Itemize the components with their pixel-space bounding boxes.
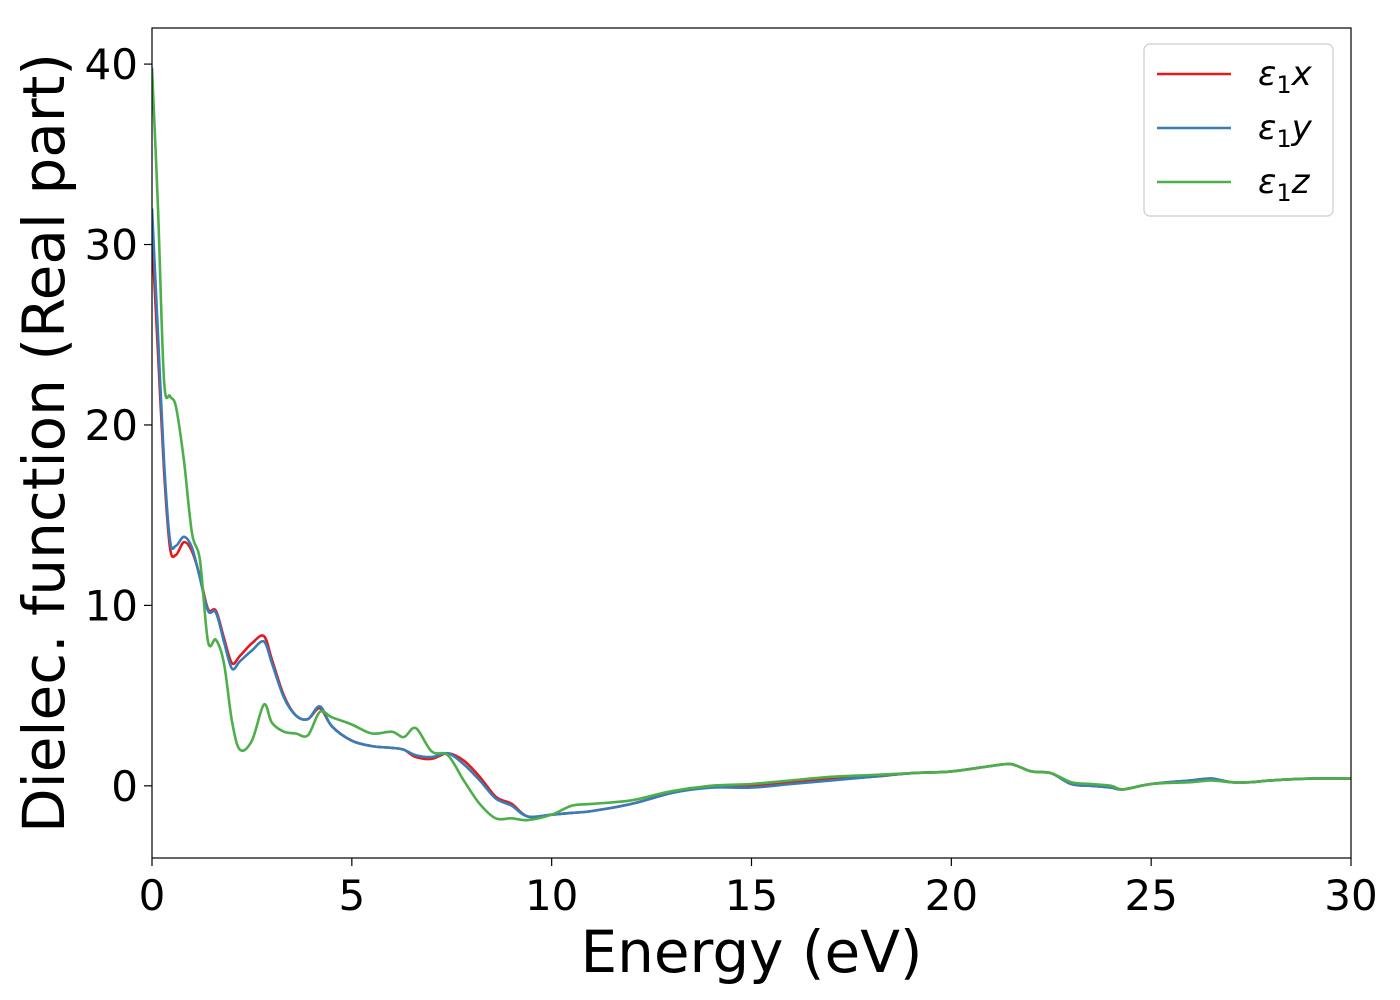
y-tick-label: 30: [85, 221, 138, 270]
series-line-1: [152, 235, 1351, 819]
series-line-3: [152, 67, 1351, 822]
legend-entry-label: ε1y: [1258, 108, 1313, 153]
series-line-2: [152, 208, 1351, 819]
x-tick-label: 15: [725, 871, 778, 920]
x-tick-label: 5: [338, 871, 365, 920]
legend-box: [1143, 43, 1334, 217]
y-tick-label: 20: [85, 401, 138, 450]
y-tick-label: 40: [85, 40, 138, 89]
x-tick-label: 30: [1324, 871, 1377, 920]
legend: ε1x ε1y ε1z: [1143, 43, 1334, 217]
x-tick-label: 20: [925, 871, 978, 920]
x-axis: 0 5 10 15 20 25 30: [139, 858, 1378, 920]
y-axis-label: Dielec. function (Real part): [10, 53, 78, 833]
legend-entry-label: ε1x: [1258, 54, 1313, 99]
y-tick-label: 0: [111, 762, 138, 811]
series-layer: [152, 67, 1351, 822]
legend-entry-label: ε1z: [1258, 162, 1311, 207]
y-axis: 0 10 20 30 40: [85, 40, 152, 811]
x-tick-label: 25: [1124, 871, 1177, 920]
x-tick-label: 10: [525, 871, 578, 920]
x-axis-label: Energy (eV): [580, 918, 922, 986]
x-tick-label: 0: [139, 871, 166, 920]
y-tick-label: 10: [85, 581, 138, 630]
